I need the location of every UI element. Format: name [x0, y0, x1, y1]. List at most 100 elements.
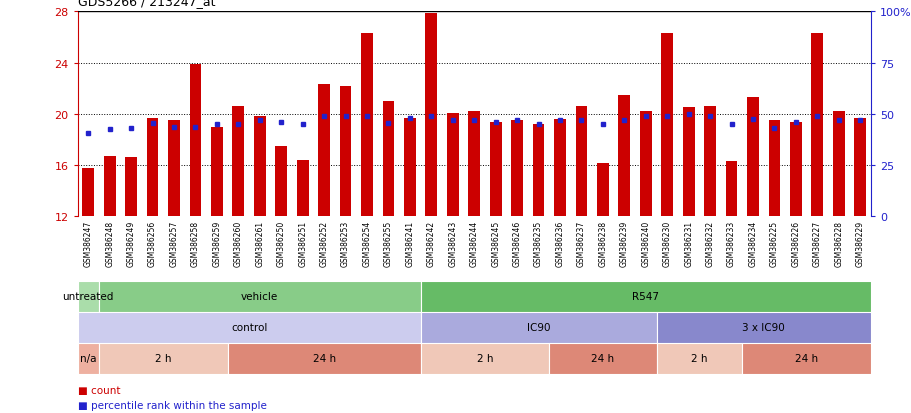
Text: GSM386227: GSM386227 [812, 220, 821, 266]
Text: GSM386225: GSM386225 [769, 220, 778, 266]
Bar [232, 107, 244, 217]
Text: GSM386241: GSM386241 [405, 220, 414, 266]
Bar [77, 343, 99, 374]
Text: GSM386240: GSM386240 [640, 220, 650, 266]
Text: GSM386249: GSM386249 [127, 220, 136, 266]
Bar [768, 121, 780, 217]
Text: GSM386244: GSM386244 [469, 220, 478, 266]
Bar [682, 108, 694, 217]
Bar [425, 14, 436, 217]
Bar [811, 34, 823, 217]
Text: GSM386254: GSM386254 [362, 220, 371, 266]
Text: GSM386232: GSM386232 [705, 220, 714, 266]
Text: GSM386259: GSM386259 [212, 220, 221, 266]
Text: GSM386257: GSM386257 [169, 220, 179, 266]
Text: 2 h: 2 h [476, 353, 493, 363]
Text: GSM386238: GSM386238 [598, 220, 607, 266]
Text: GSM386243: GSM386243 [448, 220, 456, 266]
Bar [703, 107, 715, 217]
Text: untreated: untreated [63, 291, 114, 301]
Text: 24 h: 24 h [312, 353, 335, 363]
Bar [420, 312, 656, 343]
Bar [210, 127, 222, 217]
Text: 24 h: 24 h [794, 353, 817, 363]
Text: IC90: IC90 [527, 322, 549, 332]
Bar [99, 343, 228, 374]
Text: GSM386230: GSM386230 [662, 220, 671, 266]
Bar [789, 122, 801, 217]
Text: GSM386251: GSM386251 [298, 220, 307, 266]
Text: GSM386253: GSM386253 [341, 220, 350, 266]
Text: 2 h: 2 h [691, 353, 707, 363]
Text: GDS5266 / 213247_at: GDS5266 / 213247_at [77, 0, 215, 8]
Bar [446, 113, 458, 217]
Text: control: control [230, 322, 267, 332]
Bar [511, 121, 522, 217]
Text: GSM386226: GSM386226 [791, 220, 800, 266]
Text: GSM386250: GSM386250 [276, 220, 285, 266]
Text: R547: R547 [631, 291, 659, 301]
Bar [618, 95, 630, 217]
Text: ■ count: ■ count [77, 385, 120, 395]
Bar [746, 98, 758, 217]
Text: GSM386236: GSM386236 [555, 220, 564, 266]
Bar [361, 34, 373, 217]
Bar [382, 102, 394, 217]
Text: GSM386258: GSM386258 [190, 220, 200, 266]
Text: ■ percentile rank within the sample: ■ percentile rank within the sample [77, 400, 266, 410]
Bar [253, 117, 265, 217]
Bar [339, 86, 351, 217]
Bar [597, 163, 609, 217]
Text: GSM386239: GSM386239 [619, 220, 629, 266]
Bar [104, 157, 116, 217]
Text: GSM386248: GSM386248 [105, 220, 114, 266]
Text: n/a: n/a [80, 353, 97, 363]
Text: 24 h: 24 h [590, 353, 614, 363]
Bar [420, 281, 870, 312]
Text: GSM386235: GSM386235 [534, 220, 542, 266]
Text: 3 x IC90: 3 x IC90 [742, 322, 784, 332]
Text: GSM386247: GSM386247 [84, 220, 93, 266]
Text: vehicle: vehicle [241, 291, 278, 301]
Bar [725, 162, 737, 217]
Text: GSM386228: GSM386228 [834, 220, 843, 266]
Text: GSM386252: GSM386252 [319, 220, 328, 266]
Text: GSM386245: GSM386245 [491, 220, 499, 266]
Bar [854, 119, 865, 217]
Text: GSM386255: GSM386255 [384, 220, 393, 266]
Bar [532, 125, 544, 217]
Bar [554, 120, 566, 217]
Bar [832, 112, 844, 217]
Bar [656, 343, 742, 374]
Bar [548, 343, 656, 374]
Text: GSM386261: GSM386261 [255, 220, 264, 266]
Text: GSM386260: GSM386260 [233, 220, 242, 266]
Bar [189, 65, 201, 217]
Bar [468, 112, 479, 217]
Bar [77, 281, 99, 312]
Text: GSM386256: GSM386256 [148, 220, 157, 266]
Text: GSM386242: GSM386242 [426, 220, 435, 266]
Bar [656, 312, 870, 343]
Bar [489, 122, 501, 217]
Bar [742, 343, 870, 374]
Bar [228, 343, 420, 374]
Bar [420, 343, 548, 374]
Bar [147, 119, 159, 217]
Bar [77, 312, 420, 343]
Bar [99, 281, 420, 312]
Bar [660, 34, 672, 217]
Bar [640, 112, 651, 217]
Bar [318, 85, 330, 217]
Bar [575, 107, 587, 217]
Text: GSM386229: GSM386229 [855, 220, 864, 266]
Text: GSM386231: GSM386231 [683, 220, 692, 266]
Text: GSM386233: GSM386233 [726, 220, 735, 266]
Bar [275, 147, 287, 217]
Text: GSM386237: GSM386237 [577, 220, 586, 266]
Text: GSM386246: GSM386246 [512, 220, 521, 266]
Bar [404, 119, 415, 217]
Bar [296, 161, 308, 217]
Bar [168, 121, 179, 217]
Text: 2 h: 2 h [155, 353, 171, 363]
